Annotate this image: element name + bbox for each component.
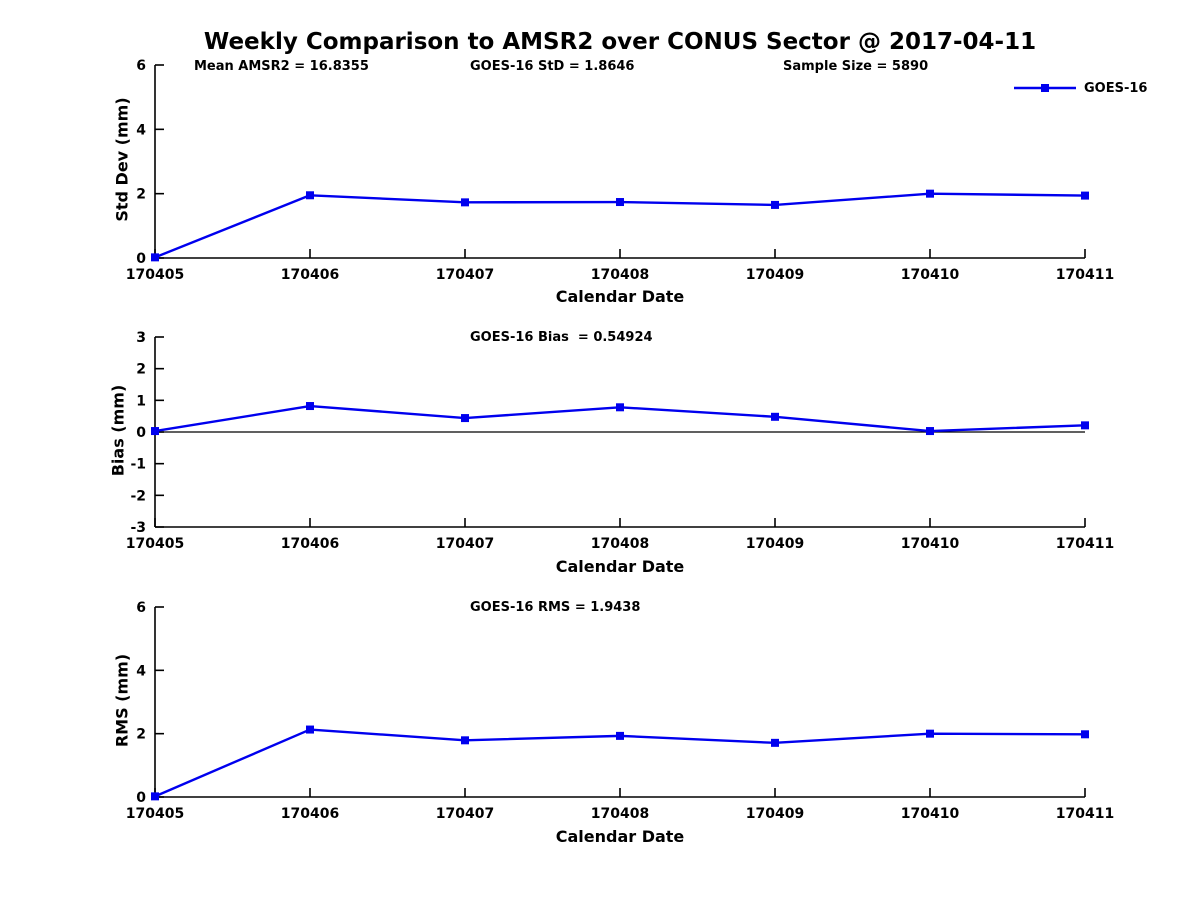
x-tick-label: 170410 xyxy=(901,806,960,822)
goes16-data-marker xyxy=(1081,730,1089,739)
x-tick-label: 170406 xyxy=(281,536,339,552)
stddev-plot-area: 0 2 4 6 170405 170406 170407 170408 170409 170410… xyxy=(126,58,1114,283)
x-tick-label: 170405 xyxy=(126,536,184,552)
rms-x-axis-label: Calendar Date xyxy=(555,827,685,846)
legend-marker-icon xyxy=(1041,84,1049,92)
rms-plot-area: 0 2 4 6 170405 170406 170407 170408 170409 170410… xyxy=(126,600,1114,822)
y-tick-label: 4 xyxy=(136,663,146,679)
y-tick-label: 4 xyxy=(136,122,146,138)
goes16-data-marker xyxy=(926,189,934,198)
goes16-data-marker xyxy=(461,198,469,207)
y-tick-label: 2 xyxy=(136,187,146,203)
x-tick-label: 170409 xyxy=(746,806,804,822)
x-tick-label: 170408 xyxy=(591,267,649,283)
legend-label: GOES-16 xyxy=(1084,80,1148,96)
figure-title: Weekly Comparison to AMSR2 over CONUS Se… xyxy=(203,29,1037,55)
y-tick-label: 2 xyxy=(136,727,146,743)
y-tick-label: 6 xyxy=(136,600,146,616)
goes16-data-marker xyxy=(306,191,314,200)
x-tick-label: 170409 xyxy=(746,536,804,552)
x-tick-label: 170409 xyxy=(746,267,804,283)
goes16-data-marker xyxy=(926,729,934,738)
goes16-data-marker xyxy=(306,725,314,734)
goes16-data-marker xyxy=(1081,421,1089,430)
goes16-data-marker xyxy=(616,198,624,207)
annotation-goes16-rms: GOES-16 RMS = 1.9438 xyxy=(470,600,641,615)
x-tick-label: 170407 xyxy=(436,267,494,283)
x-tick-label: 170405 xyxy=(126,267,184,283)
bias-plot-area: -3 -2 -1 0 1 2 3 170405 170406 170407 170408 170409… xyxy=(126,330,1114,552)
goes16-data-marker xyxy=(151,427,159,436)
goes16-data-marker xyxy=(616,731,624,740)
y-tick-label: 0 xyxy=(136,251,146,267)
y-tick-label: 2 xyxy=(136,362,146,378)
goes16-data-marker xyxy=(771,738,779,747)
legend: GOES-16 xyxy=(1013,79,1147,97)
annotation-mean-amsr2: Mean AMSR2 = 16.8355 xyxy=(194,59,369,74)
x-tick-label: 170406 xyxy=(281,267,339,283)
x-tick-label: 170407 xyxy=(436,536,494,552)
legend-line-marker-icon xyxy=(1014,84,1076,92)
goes16-data-marker xyxy=(306,402,314,411)
y-tick-label: -2 xyxy=(130,488,146,504)
y-tick-label: -3 xyxy=(130,520,146,536)
annotation-goes16-bias: GOES-16 Bias = 0.54924 xyxy=(470,330,653,345)
x-tick-label: 170408 xyxy=(591,806,649,822)
goes16-data-marker xyxy=(926,427,934,436)
goes16-data-marker xyxy=(151,792,159,801)
x-tick-label: 170405 xyxy=(126,806,184,822)
y-tick-label: -1 xyxy=(130,457,146,473)
y-tick-label: 3 xyxy=(136,330,146,346)
x-tick-label: 170411 xyxy=(1056,806,1114,822)
goes16-data-marker xyxy=(461,736,469,745)
x-tick-label: 170408 xyxy=(591,536,649,552)
annotation-goes16-std: GOES-16 StD = 1.8646 xyxy=(470,59,635,74)
annotation-sample-size: Sample Size = 5890 xyxy=(783,59,929,74)
y-tick-label: 0 xyxy=(136,790,146,806)
x-tick-label: 170406 xyxy=(281,806,339,822)
x-tick-label: 170411 xyxy=(1056,267,1114,283)
goes16-data-marker xyxy=(461,414,469,423)
stddev-x-axis-label: Calendar Date xyxy=(555,287,685,306)
x-tick-label: 170407 xyxy=(436,806,494,822)
bias-x-axis-label: Calendar Date xyxy=(555,557,685,576)
goes16-data-marker xyxy=(771,412,779,421)
x-tick-label: 170410 xyxy=(901,267,960,283)
y-tick-label: 1 xyxy=(136,393,146,409)
goes16-data-marker xyxy=(771,200,779,209)
y-tick-label: 6 xyxy=(136,58,146,74)
x-tick-label: 170410 xyxy=(901,536,960,552)
goes16-data-marker xyxy=(616,403,624,412)
x-tick-label: 170411 xyxy=(1056,536,1114,552)
goes16-data-marker xyxy=(1081,191,1089,200)
goes16-data-marker xyxy=(151,253,159,262)
y-tick-label: 0 xyxy=(136,425,146,441)
